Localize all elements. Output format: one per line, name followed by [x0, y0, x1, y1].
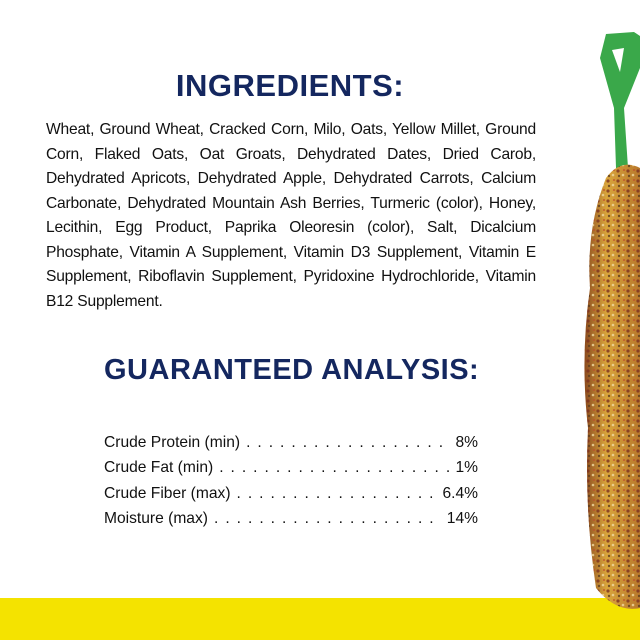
analysis-label: Crude Fiber (max): [104, 484, 231, 502]
dot-leader: ..............................: [246, 434, 450, 451]
analysis-row: Moisture (max) .........................…: [104, 506, 478, 531]
analysis-row: Crude Protein (min) ....................…: [104, 430, 478, 455]
guaranteed-analysis-heading: GUARANTEED ANALYSIS:: [104, 354, 480, 386]
analysis-row: Crude Fat (min) ........................…: [104, 455, 478, 480]
seed-stick-image: [584, 32, 640, 609]
dot-leader: ..............................: [213, 509, 441, 527]
yellow-footer-band: [0, 598, 640, 640]
analysis-label: Crude Fat (min): [104, 459, 214, 477]
dot-leader: ..............................: [236, 484, 437, 502]
analysis-row: Crude Fiber (max) ......................…: [104, 481, 478, 506]
analysis-label: Moisture (max): [104, 509, 208, 527]
analysis-value: 1%: [455, 459, 478, 477]
analysis-value: 8%: [455, 434, 478, 451]
ingredients-heading: INGREDIENTS:: [175, 68, 405, 103]
dot-leader: ..............................: [219, 459, 449, 477]
analysis-label: Crude Protein (min): [104, 434, 241, 451]
analysis-value: 14%: [446, 509, 478, 527]
guaranteed-analysis-table: Crude Protein (min) ....................…: [104, 430, 478, 531]
ingredients-list: Wheat, Ground Wheat, Cracked Corn, Milo,…: [46, 121, 536, 310]
analysis-value: 6.4%: [442, 484, 478, 502]
hanger-icon: [600, 32, 640, 168]
